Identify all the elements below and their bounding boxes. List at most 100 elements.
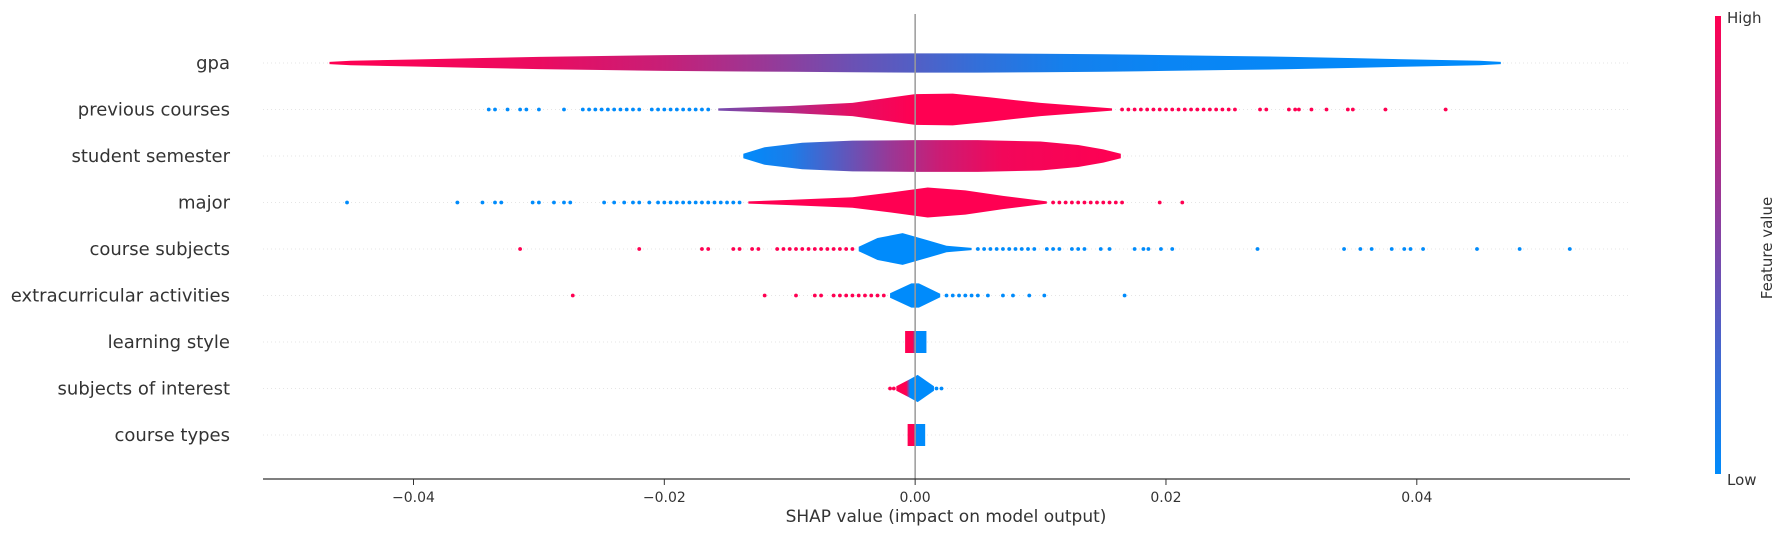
dot-course-subjects xyxy=(1013,247,1018,251)
dot-course-subjects xyxy=(731,247,736,251)
feature-label-learning-style: learning style xyxy=(108,332,230,353)
dot-major xyxy=(1063,200,1068,205)
dot-major xyxy=(668,200,673,205)
dot-course-subjects xyxy=(1146,247,1151,251)
colorbar-gradient xyxy=(1715,16,1721,474)
dot-course-subjects xyxy=(988,247,993,251)
dot-major xyxy=(737,200,742,205)
dot-previous-courses xyxy=(1226,107,1231,112)
dot-extracurricular-activities xyxy=(1027,293,1032,298)
dot-course-subjects xyxy=(1159,247,1163,251)
dot-previous-courses xyxy=(1126,107,1131,112)
dot-course-subjects xyxy=(1007,247,1012,251)
dot-course-subjects xyxy=(800,247,805,251)
dot-extracurricular-activities xyxy=(850,293,855,298)
feature-label-major: major xyxy=(178,193,231,214)
dot-subjects-of-interest xyxy=(939,386,944,391)
dot-previous-courses xyxy=(668,107,673,112)
feature-label-previous-courses: previous courses xyxy=(78,100,230,121)
colorbar-low-label: Low xyxy=(1727,471,1757,489)
dot-course-subjects xyxy=(1141,247,1146,251)
dot-previous-courses xyxy=(1138,107,1143,112)
dot-major xyxy=(687,200,692,205)
dot-previous-courses xyxy=(1195,107,1200,112)
dot-major xyxy=(662,200,667,205)
dot-extracurricular-activities xyxy=(812,293,817,298)
dot-major xyxy=(725,200,729,205)
dot-previous-courses xyxy=(681,107,686,112)
dot-extracurricular-activities xyxy=(794,293,798,298)
dot-previous-courses xyxy=(537,107,541,112)
dot-major xyxy=(656,200,660,205)
dot-previous-courses xyxy=(1383,107,1388,112)
dot-major xyxy=(1082,200,1087,205)
dot-course-subjects xyxy=(994,247,999,251)
dot-previous-courses xyxy=(624,107,629,112)
feature-label-subjects-of-interest: subjects of interest xyxy=(58,379,230,400)
x-tick-label: −0.04 xyxy=(392,490,435,506)
feature-label-student-semester: student semester xyxy=(71,146,230,167)
dot-previous-courses xyxy=(618,107,623,112)
dot-previous-courses xyxy=(1350,107,1355,112)
dot-extracurricular-activities xyxy=(1122,293,1127,298)
dot-previous-courses xyxy=(674,107,679,112)
dot-course-subjects xyxy=(1517,247,1522,251)
dot-extracurricular-activities xyxy=(875,293,880,298)
dot-course-subjects xyxy=(1051,247,1055,251)
dot-extracurricular-activities xyxy=(1011,293,1015,298)
dot-subjects-of-interest xyxy=(891,386,896,391)
dot-previous-courses xyxy=(700,107,704,112)
dot-extracurricular-activities xyxy=(831,293,836,298)
dot-major xyxy=(700,200,704,205)
dot-course-subjects xyxy=(975,247,980,251)
dot-course-subjects xyxy=(518,247,522,251)
dot-major xyxy=(731,200,736,205)
dot-course-subjects xyxy=(806,247,811,251)
dot-course-subjects xyxy=(1107,247,1112,251)
dot-course-subjects xyxy=(1057,247,1062,251)
dot-previous-courses xyxy=(1286,107,1291,112)
dot-previous-courses xyxy=(1170,107,1175,112)
dot-previous-courses xyxy=(1120,107,1124,112)
dot-course-subjects xyxy=(1076,247,1081,251)
dot-course-subjects xyxy=(1170,247,1175,251)
feature-labels: gpa previous courses student semester major… xyxy=(11,53,231,446)
dot-course-subjects xyxy=(982,247,987,251)
x-tick-label: −0.02 xyxy=(643,490,686,506)
dot-previous-courses xyxy=(1164,107,1168,112)
dot-major xyxy=(537,200,541,205)
dot-course-subjects xyxy=(737,247,742,251)
dot-course-subjects xyxy=(1475,247,1479,251)
violin-course-types xyxy=(907,424,926,446)
dot-previous-courses xyxy=(1233,107,1237,112)
dot-major xyxy=(631,200,635,205)
dot-extracurricular-activities xyxy=(856,293,861,298)
dot-previous-courses xyxy=(1151,107,1156,112)
dot-course-subjects xyxy=(838,247,842,251)
dot-previous-courses xyxy=(593,107,598,112)
dot-extracurricular-activities xyxy=(1001,293,1005,298)
dot-previous-courses xyxy=(631,107,635,112)
dot-course-subjects xyxy=(781,247,786,251)
dot-major xyxy=(1180,200,1185,205)
dot-extracurricular-activities xyxy=(963,293,968,298)
dot-major xyxy=(1107,200,1112,205)
dot-previous-courses xyxy=(599,107,604,112)
dot-course-subjects xyxy=(787,247,792,251)
dot-previous-courses xyxy=(662,107,667,112)
dot-course-subjects xyxy=(831,247,836,251)
dot-course-subjects xyxy=(756,247,761,251)
dot-previous-courses xyxy=(693,107,698,112)
dot-major xyxy=(602,200,607,205)
dot-course-subjects xyxy=(775,247,780,251)
dot-major xyxy=(455,200,460,205)
dot-previous-courses xyxy=(649,107,654,112)
dot-major xyxy=(1051,200,1055,205)
dot-major xyxy=(637,200,642,205)
dot-previous-courses xyxy=(1324,107,1329,112)
dot-major xyxy=(647,200,652,205)
dot-major xyxy=(718,200,723,205)
dot-major xyxy=(674,200,679,205)
dot-previous-courses xyxy=(1132,107,1137,112)
dot-subjects-of-interest xyxy=(888,386,892,391)
